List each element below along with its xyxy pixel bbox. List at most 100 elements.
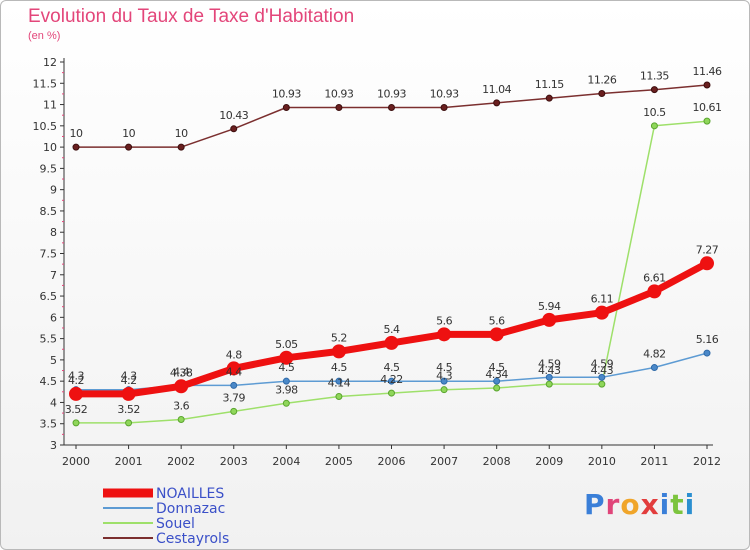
data-label: 10: [122, 127, 135, 140]
data-point: [493, 377, 501, 385]
data-point: [650, 122, 658, 130]
proxiti-logo: Proxiti: [584, 488, 695, 521]
data-label: 10.43: [219, 109, 248, 122]
unit-label: (en %): [28, 30, 61, 42]
data-label: 4.4: [173, 365, 189, 378]
data-label: 3.98: [275, 383, 298, 396]
data-label: 10.93: [272, 88, 301, 101]
data-point: [440, 377, 448, 385]
y-tick-label: 9.5: [40, 162, 58, 175]
data-label: 4.4: [226, 365, 242, 378]
data-label: 10.93: [430, 88, 459, 101]
data-point: [331, 344, 346, 359]
data-point: [279, 350, 294, 365]
legend-label: Donnazac: [156, 501, 225, 517]
data-point: [174, 379, 189, 394]
data-label: 4.5: [331, 361, 347, 374]
data-label: 3.6: [173, 399, 189, 412]
chart-data-labels: 4.2 4.2 4.38 4.8 5.05 5.2 5.4 5.6 5.6 5.94 6.11 6.6…: [65, 65, 723, 416]
data-point: [177, 143, 185, 151]
data-label: 4.59: [591, 357, 614, 370]
data-label: 4.59: [538, 357, 561, 370]
data-label: 11.15: [535, 78, 564, 91]
logo-letter: r: [605, 488, 621, 521]
x-tick-label: 2010: [588, 455, 616, 468]
y-tick-label: 9: [50, 184, 57, 197]
chart-title: Evolution du Taux de Taxe d'Habitation: [28, 6, 355, 27]
data-point: [650, 364, 658, 372]
data-label: 10: [70, 127, 83, 140]
y-tick-label: 7.5: [40, 248, 58, 261]
data-point: [703, 349, 711, 357]
data-label: 5.2: [331, 331, 347, 344]
chart-data-points: [69, 81, 714, 427]
data-label: 3.79: [223, 391, 246, 404]
data-point: [493, 384, 501, 392]
y-tick-label: 4: [50, 396, 57, 409]
y-tick-label: 10: [43, 141, 57, 154]
data-point: [545, 380, 553, 388]
data-label: 4.43: [538, 364, 561, 377]
logo-letter: o: [620, 488, 641, 521]
y-tick-label: 10.5: [33, 120, 58, 133]
x-tick-label: 2009: [535, 455, 563, 468]
y-tick-label: 12: [43, 56, 57, 69]
data-point: [545, 373, 553, 381]
logo-letter: i: [659, 488, 671, 521]
data-label: 5.05: [275, 338, 298, 351]
data-label: 3.52: [117, 403, 140, 416]
data-label: 11.04: [482, 83, 511, 96]
data-point: [69, 386, 83, 401]
data-label: 10.93: [324, 88, 353, 101]
y-tick-label: 6: [50, 311, 57, 324]
logo-letter: x: [640, 488, 660, 521]
data-point: [437, 327, 452, 342]
data-label: 11.46: [693, 65, 722, 78]
data-label: 6.61: [643, 271, 666, 284]
y-tick-label: 8.5: [40, 205, 58, 218]
data-label: 10: [175, 127, 188, 140]
x-tick-label: 2011: [640, 455, 668, 468]
data-label: 5.16: [696, 333, 719, 346]
x-tick-label: 2008: [483, 455, 511, 468]
data-label: 5.6: [489, 314, 505, 327]
data-point: [72, 143, 80, 151]
x-tick-label: 2002: [167, 455, 195, 468]
x-tick-label: 2001: [115, 455, 143, 468]
logo-letter: i: [684, 488, 696, 521]
data-point: [598, 373, 606, 381]
data-label: 4.2: [68, 374, 84, 387]
y-tick-label: 11: [43, 99, 57, 112]
data-point: [388, 104, 395, 112]
x-tick-label: 2007: [430, 455, 458, 468]
data-label: 10.5: [643, 106, 666, 119]
data-label: 4.5: [436, 361, 452, 374]
data-point: [335, 377, 343, 385]
data-label: 5.4: [384, 323, 400, 336]
y-tick-label: 8: [50, 226, 57, 239]
data-label: 4.14: [328, 376, 351, 389]
chart-axes: 3 3.5 4 4.5 5 5.5 6 6.5 7 7.5 8 8.5 9 9.5 10 10.5 11 11.5…: [33, 56, 722, 468]
data-point: [335, 104, 343, 112]
legend-label: Cestayrols: [156, 531, 229, 547]
y-tick-label: 3.5: [40, 418, 58, 431]
data-point: [542, 312, 557, 327]
data-point: [121, 386, 136, 401]
legend-label: Souel: [156, 516, 195, 532]
data-point: [598, 380, 606, 388]
data-label: 4.5: [278, 361, 294, 374]
data-point: [125, 143, 133, 151]
data-point: [650, 86, 658, 94]
data-label: 4.82: [643, 348, 666, 361]
y-tick-label: 7: [50, 269, 57, 282]
data-point: [282, 104, 290, 112]
data-label: 4.5: [489, 361, 505, 374]
y-tick-label: 6.5: [40, 290, 58, 303]
data-point: [489, 327, 504, 342]
data-point: [703, 117, 711, 125]
data-label: 4.34: [485, 368, 508, 381]
data-point: [440, 386, 448, 394]
y-tick-label: 5: [50, 354, 57, 367]
data-point: [384, 335, 399, 350]
